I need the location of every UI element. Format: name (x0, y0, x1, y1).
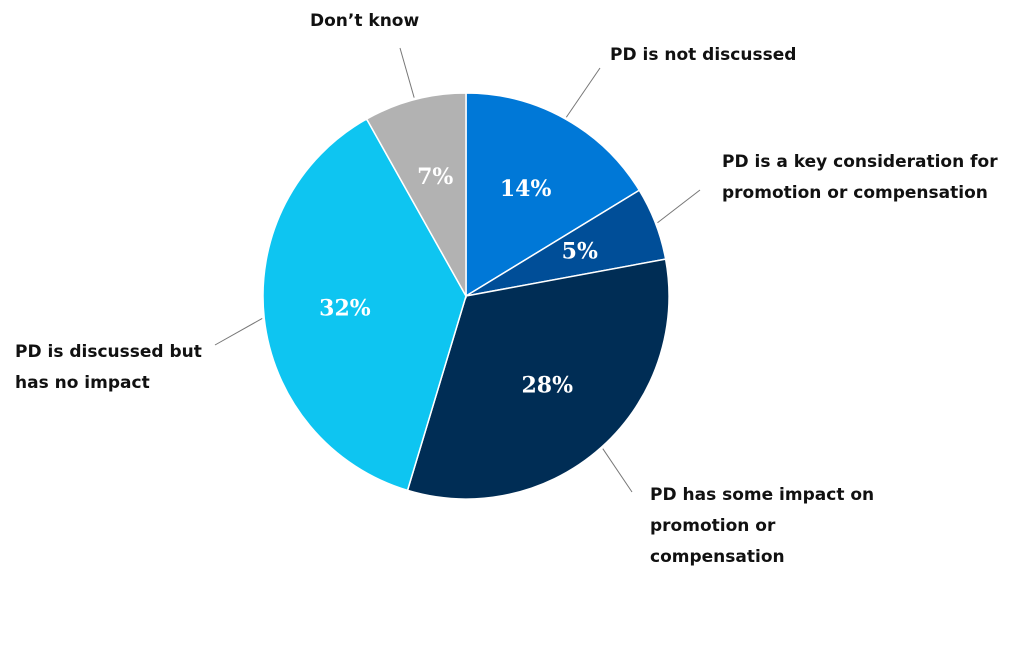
slice-category-label: PD has some impact on promotion or compe… (650, 485, 875, 567)
slice-value-label: 28% (522, 373, 574, 399)
slice-value-label: 32% (319, 295, 371, 321)
slice-category-label: PD is discussed but has no impact (15, 342, 202, 393)
slice-value-label: 14% (500, 176, 552, 202)
slice-value-label: 7% (417, 164, 453, 190)
slice-category-label: PD is not discussed (610, 45, 797, 65)
slice-category-label: Don’t know (310, 11, 420, 31)
pie-slice (365, 92, 467, 299)
leader-line (565, 67, 601, 118)
slice-category-label: PD is a key consideration for promotion … (722, 152, 998, 203)
leader-line (399, 47, 415, 98)
slice-value-label: 5% (562, 238, 598, 264)
pie-slice (262, 117, 467, 492)
leader-line (214, 317, 263, 346)
leader-line (602, 448, 633, 493)
pie-slice (406, 258, 670, 500)
leader-line (657, 189, 701, 224)
pie-slice (465, 92, 641, 298)
